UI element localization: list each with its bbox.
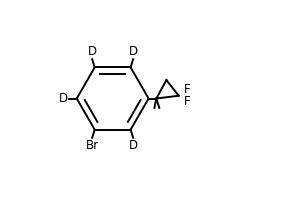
Text: D: D: [88, 45, 97, 58]
Text: D: D: [58, 92, 68, 105]
Text: Br: Br: [86, 139, 99, 152]
Text: F: F: [184, 96, 190, 108]
Text: F: F: [184, 83, 190, 96]
Text: D: D: [128, 139, 138, 152]
Text: D: D: [128, 45, 138, 58]
